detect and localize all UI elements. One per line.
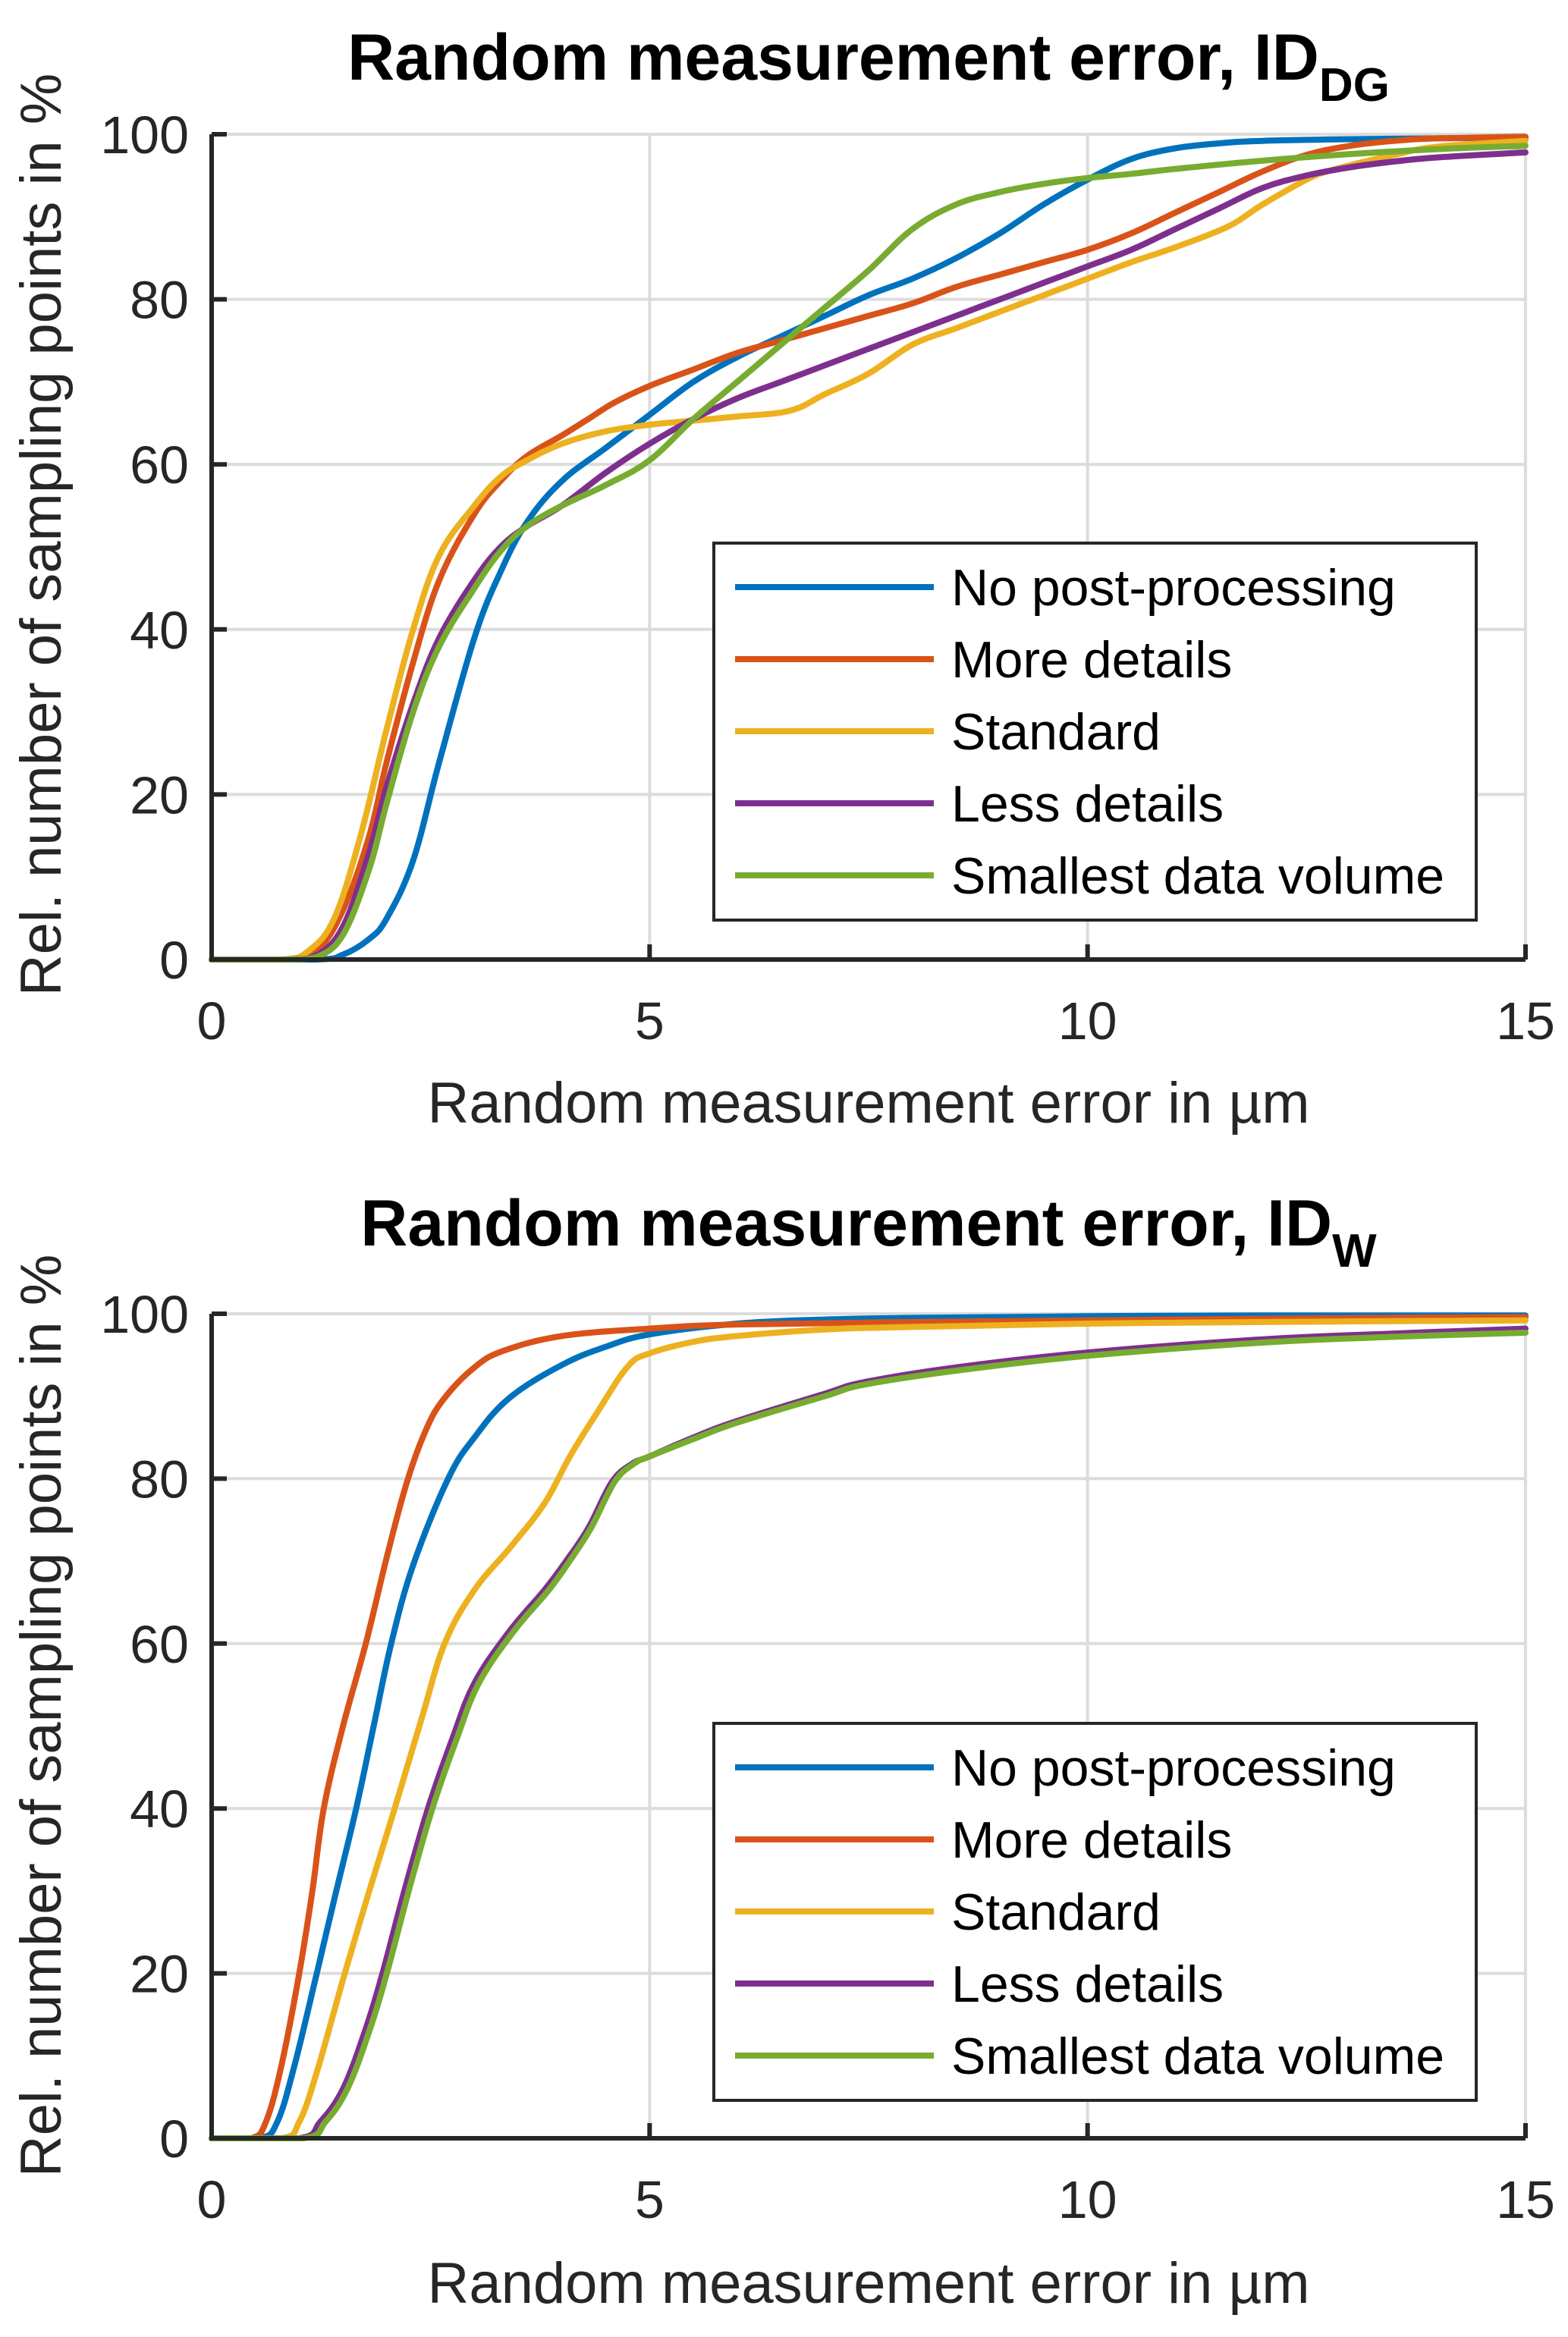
- legend: No post-processing More details Standard Le…: [712, 1722, 1478, 2102]
- legend-label: Less details: [951, 775, 1224, 833]
- y-tick-labels: 0 20 40 60 80 100: [100, 1285, 189, 2169]
- legend-item: No post-processing: [735, 1739, 1396, 1797]
- axes: [209, 1311, 1528, 2141]
- legend-item: Standard: [735, 703, 1161, 761]
- x-tick-label: 15: [1496, 2170, 1555, 2229]
- y-tick-label: 20: [130, 1945, 189, 2004]
- legend-item: Standard: [735, 1883, 1161, 1941]
- y-tick-label: 0: [159, 931, 189, 990]
- legend-label: No post-processing: [951, 1739, 1396, 1797]
- legend-item: No post-processing: [735, 559, 1396, 617]
- legend-label: Smallest data volume: [951, 2028, 1444, 2085]
- y-axis-label: Rel. number of sampling points in %: [9, 1255, 74, 2178]
- legend-label: Smallest data volume: [951, 847, 1444, 905]
- legend-label: Standard: [951, 1883, 1161, 1941]
- x-tick-labels: 0 5 10 15: [197, 991, 1555, 1051]
- series-line-standard: [209, 1317, 1529, 2142]
- title-main: Random measurement error, ID: [347, 21, 1319, 94]
- series-line-smallest-data-volume: [209, 143, 1529, 963]
- title-subscript: DG: [1319, 59, 1390, 112]
- series-line-more-details: [209, 133, 1529, 963]
- series-line-smallest-data-volume: [209, 1330, 1529, 2142]
- x-tick-label: 5: [635, 2170, 665, 2229]
- plot-area: [209, 133, 1529, 963]
- x-tick-label: 0: [197, 991, 227, 1051]
- legend-item: Smallest data volume: [735, 2028, 1444, 2085]
- x-tick-label: 0: [197, 2170, 227, 2229]
- y-tick-label: 60: [130, 1615, 189, 1674]
- y-tick-label: 80: [130, 271, 189, 330]
- series-line-no-post-processing: [209, 134, 1529, 963]
- legend-label: More details: [951, 1811, 1232, 1869]
- legend-label: No post-processing: [951, 559, 1396, 617]
- series-line-no-post-processing: [209, 1312, 1529, 2142]
- chart-title: Random measurement error, IDW: [360, 1187, 1377, 1277]
- x-tick-label: 15: [1496, 991, 1555, 1051]
- title-main: Random measurement error, ID: [360, 1187, 1332, 1260]
- y-tick-label: 100: [100, 105, 189, 165]
- x-axis-label: Random measurement error in µm: [427, 2251, 1309, 2316]
- axes: [209, 132, 1528, 962]
- legend-item: Less details: [735, 775, 1224, 833]
- legend-item: More details: [735, 1811, 1232, 1869]
- legend-label: More details: [951, 631, 1232, 689]
- y-tick-labels: 0 20 40 60 80 100: [100, 105, 189, 990]
- legend-item: Less details: [735, 1955, 1224, 2013]
- x-axis-label: Random measurement error in µm: [427, 1071, 1309, 1136]
- legend-label: Less details: [951, 1955, 1224, 2013]
- chart-title: Random measurement error, IDDG: [347, 21, 1390, 112]
- legend-item: More details: [735, 631, 1232, 689]
- chart-top: Random measurement error, IDDG 0 20 40 60 80…: [9, 21, 1555, 1136]
- y-tick-label: 100: [100, 1285, 189, 1344]
- series-line-less-details: [209, 149, 1529, 963]
- y-tick-label: 60: [130, 435, 189, 495]
- chart-bottom: Random measurement error, IDW 0 20 40 60 80 1…: [9, 1187, 1555, 2316]
- y-tick-label: 20: [130, 765, 189, 825]
- x-tick-label: 10: [1058, 2170, 1117, 2229]
- x-tick-labels: 0 5 10 15: [197, 2170, 1555, 2229]
- series-line-more-details: [209, 1314, 1529, 2142]
- legend-label: Standard: [951, 703, 1161, 761]
- y-tick-label: 40: [130, 1779, 189, 1839]
- title-subscript: W: [1332, 1225, 1377, 1277]
- x-tick-label: 10: [1058, 991, 1117, 1051]
- y-tick-label: 0: [159, 2109, 189, 2169]
- legend-item: Smallest data volume: [735, 847, 1444, 905]
- y-tick-label: 40: [130, 601, 189, 660]
- plot-area: [209, 1312, 1529, 2142]
- legend: No post-processing More details Standard Le…: [712, 542, 1478, 922]
- series-line-standard: [209, 137, 1529, 963]
- y-tick-label: 80: [130, 1450, 189, 1509]
- y-axis-label: Rel. number of sampling points in %: [9, 74, 74, 997]
- x-tick-label: 5: [635, 991, 665, 1051]
